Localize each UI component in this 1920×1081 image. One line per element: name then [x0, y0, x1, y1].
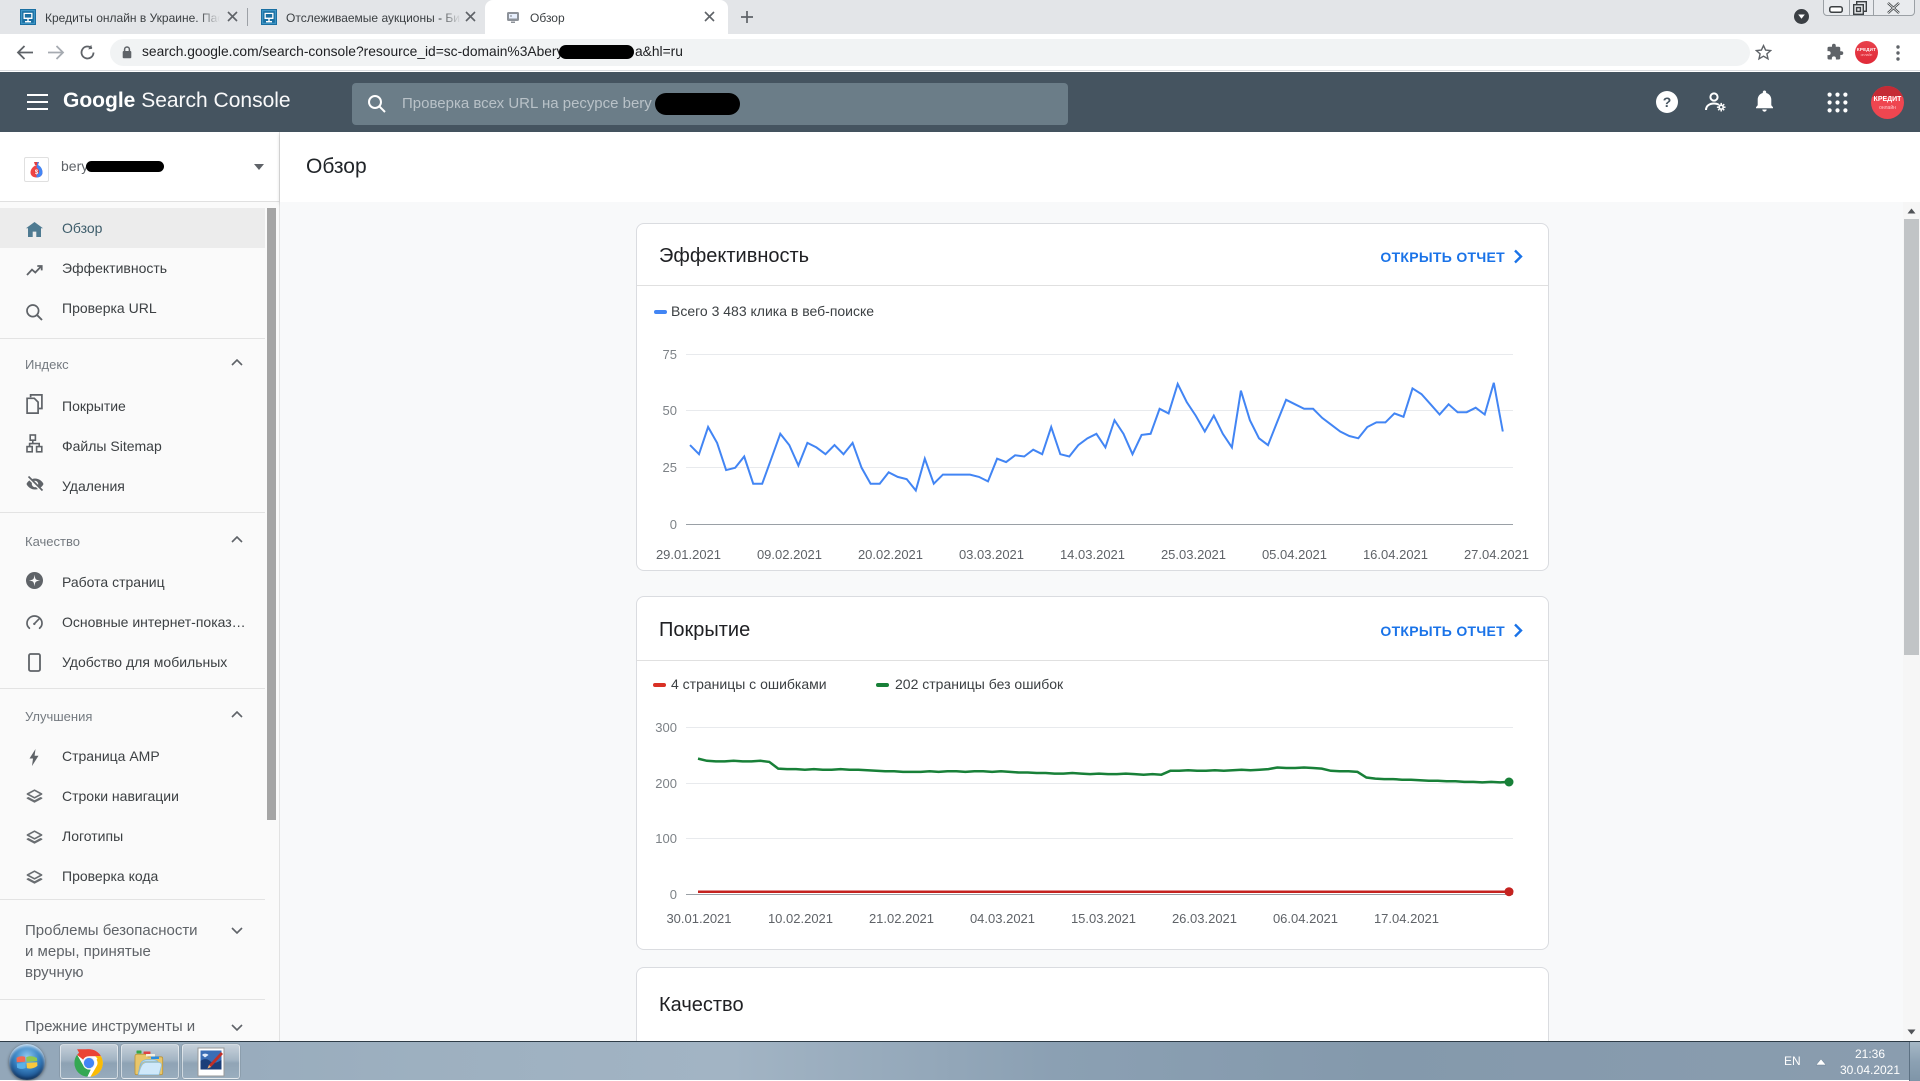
svg-text:200: 200 [655, 776, 677, 791]
svg-text:27.04.2021: 27.04.2021 [1464, 547, 1529, 562]
svg-text:10.02.2021: 10.02.2021 [768, 911, 833, 926]
svg-text:17.04.2021: 17.04.2021 [1374, 911, 1439, 926]
svg-text:03.03.2021: 03.03.2021 [959, 547, 1024, 562]
svg-text:04.03.2021: 04.03.2021 [970, 911, 1035, 926]
svg-text:100: 100 [655, 831, 677, 846]
svg-text:29.01.2021: 29.01.2021 [656, 547, 721, 562]
svg-text:15.03.2021: 15.03.2021 [1071, 911, 1136, 926]
svg-text:20.02.2021: 20.02.2021 [858, 547, 923, 562]
svg-text:09.02.2021: 09.02.2021 [757, 547, 822, 562]
svg-text:?: ? [1663, 94, 1672, 110]
svg-text:06.04.2021: 06.04.2021 [1273, 911, 1338, 926]
svg-text:25: 25 [663, 460, 677, 475]
svg-text:14.03.2021: 14.03.2021 [1060, 547, 1125, 562]
svg-text:0: 0 [670, 887, 677, 902]
svg-text:30.01.2021: 30.01.2021 [666, 911, 731, 926]
svg-text:75: 75 [663, 347, 677, 362]
svg-text:21.02.2021: 21.02.2021 [869, 911, 934, 926]
svg-text:05.04.2021: 05.04.2021 [1262, 547, 1327, 562]
svg-text:25.03.2021: 25.03.2021 [1161, 547, 1226, 562]
svg-text:300: 300 [655, 720, 677, 735]
svg-text:50: 50 [663, 403, 677, 418]
svg-text:0: 0 [670, 517, 677, 532]
svg-text:$: $ [35, 170, 39, 176]
svg-text:16.04.2021: 16.04.2021 [1363, 547, 1428, 562]
svg-text:26.03.2021: 26.03.2021 [1172, 911, 1237, 926]
